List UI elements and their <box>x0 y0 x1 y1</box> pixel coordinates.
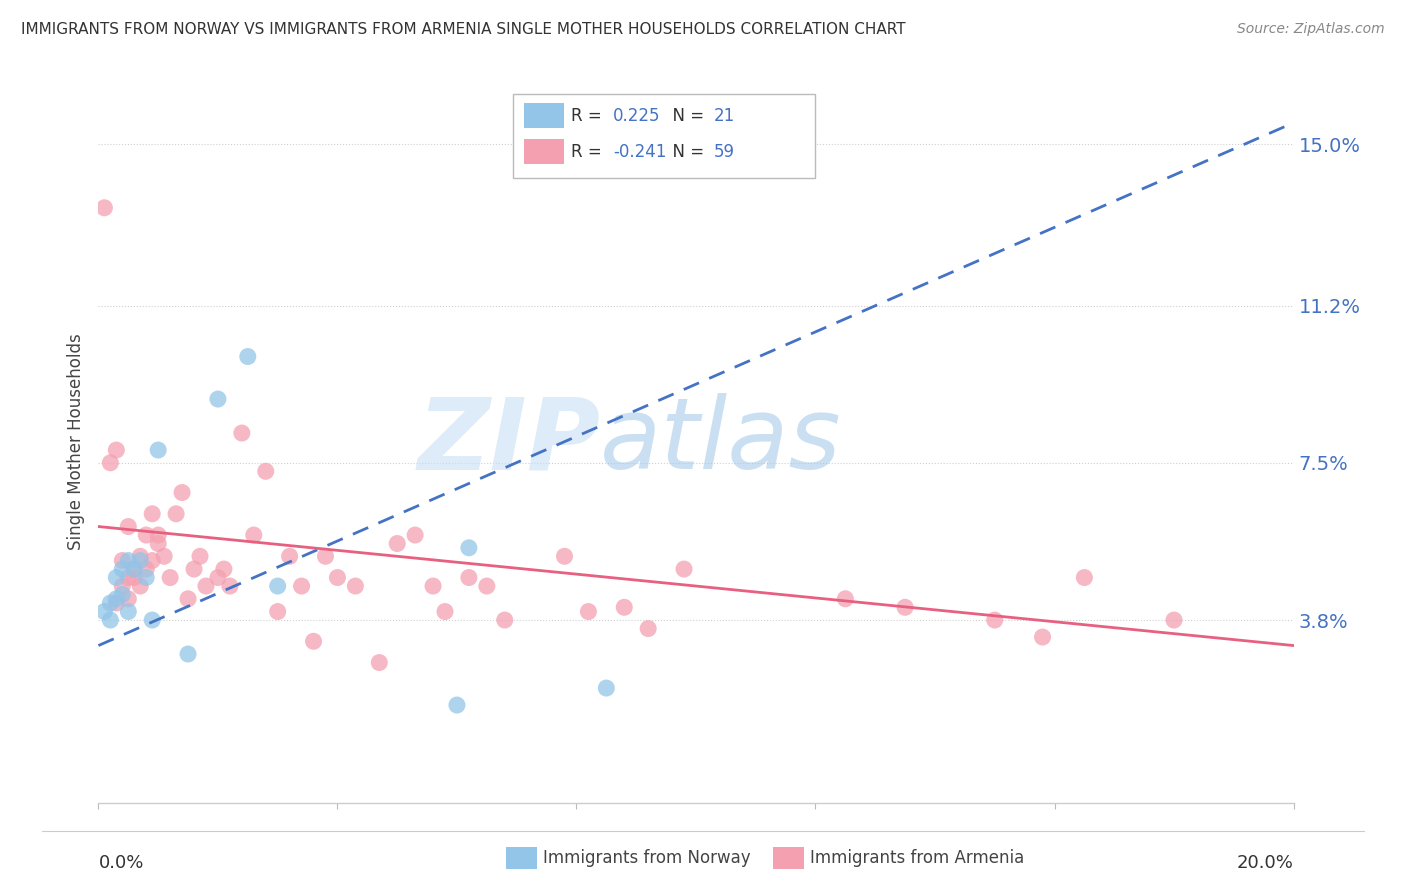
Point <box>117 591 139 606</box>
Point <box>231 425 253 440</box>
Point <box>148 536 170 550</box>
Point <box>105 596 128 610</box>
Point <box>117 553 139 567</box>
Point <box>434 605 457 619</box>
Point <box>212 562 235 576</box>
Point <box>111 553 134 567</box>
Point <box>458 541 481 555</box>
Text: Source: ZipAtlas.com: Source: ZipAtlas.com <box>1237 22 1385 37</box>
Point <box>148 443 170 458</box>
Point <box>183 562 205 576</box>
Point <box>105 591 128 606</box>
Text: 0.0%: 0.0% <box>98 854 143 871</box>
Point <box>188 549 211 564</box>
Text: ZIP: ZIP <box>418 393 600 490</box>
Point <box>141 553 163 567</box>
Text: R =: R = <box>571 143 607 161</box>
Point <box>243 528 266 542</box>
Text: 59: 59 <box>714 143 735 161</box>
Text: -0.241: -0.241 <box>613 143 666 161</box>
Point <box>105 443 128 458</box>
Point <box>105 570 128 584</box>
Point <box>135 528 157 542</box>
Point <box>315 549 337 564</box>
Point <box>554 549 576 564</box>
Y-axis label: Single Mother Households: Single Mother Households <box>66 334 84 549</box>
Point <box>368 656 391 670</box>
Text: N =: N = <box>662 143 710 161</box>
Point <box>117 570 139 584</box>
Point <box>159 570 181 584</box>
Point <box>141 613 163 627</box>
Point <box>637 622 659 636</box>
Point <box>278 549 301 564</box>
Point <box>111 588 134 602</box>
Point <box>111 579 134 593</box>
Point <box>98 456 122 470</box>
Point <box>124 570 146 584</box>
Point <box>267 579 290 593</box>
Point <box>1163 613 1185 627</box>
Point <box>254 464 277 478</box>
Point <box>984 613 1007 627</box>
Point <box>578 605 600 619</box>
Point <box>98 596 122 610</box>
Point <box>117 605 139 619</box>
Point <box>613 600 636 615</box>
Point <box>117 519 139 533</box>
Point <box>124 562 146 576</box>
Point <box>673 562 696 576</box>
Point <box>98 613 122 627</box>
Point <box>219 579 242 593</box>
Point <box>141 507 163 521</box>
Text: 0.225: 0.225 <box>613 107 661 125</box>
Point <box>135 562 157 576</box>
Point <box>446 698 468 712</box>
Point <box>494 613 516 627</box>
Text: IMMIGRANTS FROM NORWAY VS IMMIGRANTS FROM ARMENIA SINGLE MOTHER HOUSEHOLDS CORRE: IMMIGRANTS FROM NORWAY VS IMMIGRANTS FRO… <box>21 22 905 37</box>
Point <box>129 579 152 593</box>
Point <box>129 549 152 564</box>
Text: Immigrants from Norway: Immigrants from Norway <box>543 849 751 867</box>
Point <box>326 570 349 584</box>
Point <box>124 562 146 576</box>
Point <box>148 528 170 542</box>
Point <box>385 536 409 550</box>
Point <box>595 681 617 695</box>
Point <box>458 570 481 584</box>
Point <box>177 647 200 661</box>
Point <box>1073 570 1095 584</box>
Point <box>111 562 134 576</box>
Text: 21: 21 <box>714 107 735 125</box>
Point <box>291 579 314 593</box>
Point <box>236 350 259 364</box>
Point <box>172 485 194 500</box>
Point <box>422 579 444 593</box>
Point <box>135 570 157 584</box>
Text: atlas: atlas <box>600 393 842 490</box>
Point <box>93 201 115 215</box>
Point <box>165 507 187 521</box>
Point <box>1032 630 1054 644</box>
Text: N =: N = <box>662 107 710 125</box>
Point <box>267 605 290 619</box>
Point <box>475 579 498 593</box>
Text: 20.0%: 20.0% <box>1237 854 1294 871</box>
Point <box>302 634 325 648</box>
Point <box>894 600 917 615</box>
Point <box>129 553 152 567</box>
Text: R =: R = <box>571 107 607 125</box>
Point <box>834 591 856 606</box>
Point <box>207 570 229 584</box>
Point <box>195 579 218 593</box>
Point <box>177 591 200 606</box>
Point <box>207 392 229 406</box>
Text: Immigrants from Armenia: Immigrants from Armenia <box>810 849 1024 867</box>
Point <box>93 605 115 619</box>
Point <box>153 549 176 564</box>
Point <box>404 528 426 542</box>
Point <box>344 579 367 593</box>
